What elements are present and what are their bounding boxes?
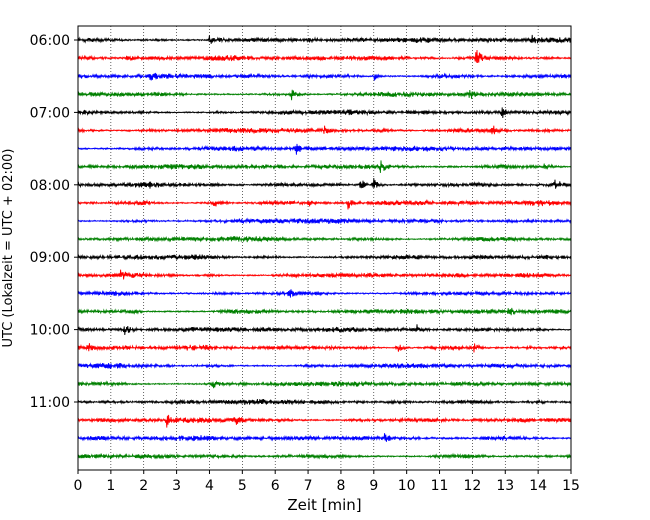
x-tick-label: 3 bbox=[172, 478, 181, 494]
seismogram-trace bbox=[77, 362, 572, 370]
seismogram-trace bbox=[77, 269, 571, 280]
x-tick-label: 15 bbox=[562, 478, 580, 494]
x-tick-label: 14 bbox=[529, 478, 547, 494]
seismogram-traces bbox=[77, 34, 572, 460]
seismogram-trace bbox=[77, 398, 572, 406]
seismogram-trace bbox=[77, 414, 572, 428]
x-axis-label: Zeit [min] bbox=[287, 496, 361, 514]
x-tick-label: 7 bbox=[304, 478, 313, 494]
x-tick-label: 1 bbox=[106, 478, 115, 494]
x-tick-label: 8 bbox=[336, 478, 345, 494]
seismogram-trace bbox=[77, 125, 571, 135]
seismogram-trace bbox=[77, 89, 572, 101]
seismogram-trace bbox=[77, 253, 572, 261]
seismogram-trace bbox=[77, 324, 571, 336]
seismogram-trace bbox=[77, 343, 572, 353]
plot-frame bbox=[77, 25, 572, 471]
seismogram-trace bbox=[77, 34, 572, 44]
x-axis: 0 1 2 3 4 5 6 7 8 9 10 11 12 13 14 15 bbox=[74, 470, 580, 494]
seismogram-trace bbox=[77, 199, 572, 210]
seismogram-trace bbox=[77, 433, 571, 442]
x-tick-label: 6 bbox=[271, 478, 280, 494]
y-axis: 06:00 07:00 08:00 09:00 10:00 11:00 bbox=[30, 33, 78, 411]
seismogram-trace bbox=[77, 452, 572, 460]
y-tick-label: 08:00 bbox=[30, 178, 70, 194]
seismogram-trace bbox=[77, 217, 572, 225]
y-tick-label: 11:00 bbox=[30, 395, 70, 411]
x-tick-label: 2 bbox=[139, 478, 148, 494]
seismogram-trace bbox=[77, 235, 572, 243]
seismogram-trace bbox=[77, 380, 572, 389]
seismogram-trace bbox=[77, 143, 572, 155]
x-tick-label: 11 bbox=[431, 478, 449, 494]
seismogram-trace bbox=[77, 72, 572, 81]
y-axis-label: UTC (Lokalzeit = UTC + 02:00) bbox=[1, 149, 16, 348]
seismogram-trace bbox=[77, 178, 572, 189]
seismogram-trace bbox=[77, 160, 571, 173]
vertical-grid bbox=[110, 26, 539, 470]
x-tick-label: 0 bbox=[74, 478, 83, 494]
x-tick-label: 10 bbox=[398, 478, 416, 494]
y-tick-label: 09:00 bbox=[30, 250, 70, 266]
y-tick-label: 10:00 bbox=[30, 323, 70, 339]
seismogram-trace bbox=[77, 49, 571, 63]
x-tick-label: 9 bbox=[369, 478, 378, 494]
seismogram-trace bbox=[77, 307, 572, 316]
x-tick-label: 13 bbox=[496, 478, 514, 494]
y-tick-label: 07:00 bbox=[30, 105, 70, 121]
x-tick-label: 4 bbox=[205, 478, 214, 494]
y-tick-label: 06:00 bbox=[30, 33, 70, 49]
seismogram-trace bbox=[77, 107, 572, 118]
x-tick-label: 5 bbox=[238, 478, 247, 494]
x-tick-label: 12 bbox=[463, 478, 481, 494]
seismogram-trace bbox=[77, 289, 571, 298]
